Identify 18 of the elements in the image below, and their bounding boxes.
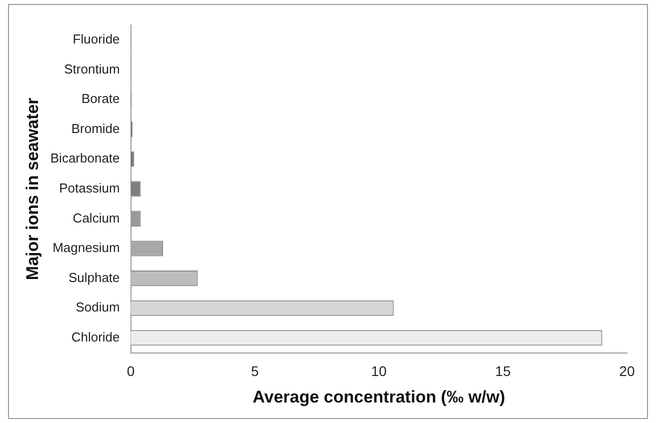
y-tick-label: Potassium: [59, 180, 120, 196]
x-tick-label: 10: [371, 363, 387, 380]
y-tick-label: Calcium: [72, 210, 120, 226]
y-tick-label: Borate: [81, 91, 120, 106]
y-tick-label: Bromide: [71, 120, 120, 136]
x-tick-label: 5: [250, 363, 259, 380]
x-tick-label: 20: [619, 363, 635, 380]
x-tick-label: 0: [126, 363, 135, 380]
y-tick-label: Sulphate: [68, 270, 120, 285]
y-tick-label: Strontium: [64, 61, 120, 76]
x-tick-label: 15: [495, 363, 511, 380]
y-tick-label: Magnesium: [52, 240, 120, 256]
y-tick-label: Fluoride: [72, 31, 120, 46]
y-axis-title: Major ions in seawater: [22, 97, 42, 280]
x-axis-title: Average concentration (‰ w/w): [252, 387, 506, 406]
y-tick-label: Bicarbonate: [50, 150, 120, 166]
y-tick-label: Chloride: [71, 329, 120, 344]
y-tick-label: Sodium: [76, 300, 120, 315]
